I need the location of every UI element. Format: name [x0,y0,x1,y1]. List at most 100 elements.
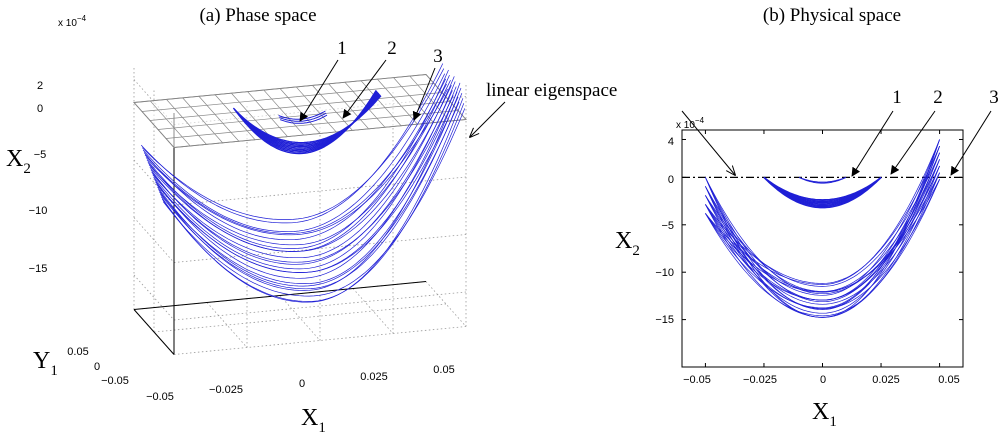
panel-b-ticks [682,130,963,367]
panel-b-y-tick: 0 [668,174,674,186]
panel-a-curve-3 [159,87,462,284]
panel-a-y-tick: 0 [94,361,100,373]
panel-a: (a) Phase space x 10−4 2 0 −5 −10 −15 0.… [6,5,617,436]
panel-b-exponent: x 10−4 [676,116,705,131]
panel-a-curves [140,63,466,303]
panel-a-plane-line [182,97,223,144]
panel-a-z-tick: 2 [37,80,43,92]
panel-b-curve-label-2: 2 [933,87,943,108]
panel-a-plane-line [360,80,402,126]
panel-a-plane-line [312,85,353,131]
panel-b-arrow-3 [950,110,992,176]
panel-a-plane-line [133,102,175,148]
panel-a-z-tick: −10 [29,205,48,217]
panel-a-curve-1 [280,114,328,124]
panel-a-title: (a) Phase space [199,5,316,26]
panel-a-z-tick: 0 [37,103,43,115]
panel-a-plane-line [344,82,386,128]
panel-a-curve-3 [160,92,463,290]
panel-a-y-tick: −0.05 [101,375,129,387]
panel-b-eigenspace-arrow [681,110,735,175]
panel-b: (b) Physical space x 10−4 4 0 −5 −10 −15… [615,5,999,430]
eigenspace-label: linear eigenspace [486,80,617,101]
panel-a-curve-3 [153,81,456,270]
panel-a-plane-line [165,110,459,139]
panel-a-curve-3 [140,63,444,224]
panel-b-curve-3 [705,172,940,305]
panel-b-curve-3 [705,139,940,285]
panel-b-plot-frame [681,129,964,368]
panel-a-z-tick: −15 [29,263,48,275]
panel-a-arrow-3 [412,67,436,121]
panel-a-exponent: x 10−4 [58,14,87,29]
panel-a-x-tick: 0.025 [360,371,388,383]
panel-a-curve-3 [152,76,455,259]
panel-a-plane-line [214,94,256,140]
panel-b-arrow-2 [890,110,936,175]
panel-a-y-label: Y1 [33,348,58,379]
panel-b-x-label: X1 [812,399,837,430]
panel-b-curve-2 [763,176,882,201]
panel-a-plane-line [198,96,240,142]
panel-b-x-tick: −0.025 [743,374,777,386]
panel-a-plane-line [133,74,427,103]
panel-a-axes [133,113,427,355]
panel-b-x-tick: −0.05 [683,374,711,386]
panel-a-curve-3 [144,83,447,234]
panel-b-curve-3 [705,139,940,296]
panel-a-curve-3 [145,88,448,236]
panel-b-curve-3 [705,145,940,309]
panel-a-x-axis-line [133,281,427,310]
panel-b-curves [705,139,940,318]
panel-a-z-label: X2 [6,146,31,177]
panel-a-curve-3 [150,90,453,265]
panel-a-plane-line [149,92,443,121]
panel-a-plane-line [263,89,305,136]
panel-a-curve-2 [237,95,382,144]
panel-b-y-tick: 4 [668,136,674,148]
panel-a-curve-label-2: 2 [387,38,397,59]
panel-a-plane-line [377,78,418,125]
panel-a-x-tick: 0 [299,378,305,390]
panel-a-plane-line [295,86,337,133]
panel-a-curve-3 [156,96,459,273]
panel-a-plane-line [328,83,369,130]
panel-a-grid-line [173,326,467,355]
panel-a-plane-line [231,92,272,139]
panel-a-y-tick: 0.05 [67,346,88,358]
panel-a-curve-3 [148,80,451,246]
panel-a-arrow-1 [299,59,339,122]
panel-b-curve-1 [798,176,847,183]
panel-a-grid-line [153,303,447,333]
panel-b-x-tick: 0.025 [872,374,900,386]
panel-a-plane-line [409,75,451,122]
panel-b-x-tick: 0 [820,374,826,386]
panel-a-plane-line [279,88,321,134]
panel-b-curve-3 [705,179,940,293]
panel-a-curve-label-3: 3 [433,46,443,67]
panel-b-curve-3 [705,139,940,310]
panel-a-curve-3 [149,85,452,252]
panel-b-curve-3 [705,152,940,309]
panel-b-y-label: X2 [615,228,640,259]
panel-a-plane-line [141,83,435,112]
panel-a-grid-line [133,274,175,321]
panel-b-curve-3 [705,179,940,317]
panel-a-curve-3 [141,68,445,220]
panel-b-curve-3 [705,159,940,314]
panel-a-curve-3 [162,108,466,297]
panel-b-y-tick: −10 [655,267,674,279]
panel-a-arrow-2 [342,59,387,119]
panel-a-x-tick: −0.025 [209,384,243,396]
panel-a-x-label: X1 [301,405,326,436]
panel-b-arrow-1 [851,110,894,177]
panel-b-x-tick: 0.05 [938,374,959,386]
panel-a-plane-line [149,100,191,147]
panel-b-title: (b) Physical space [763,5,901,26]
panel-a-curve-3 [142,73,446,233]
panel-b-curve-3 [705,139,940,318]
panel-b-curve-3 [705,165,940,301]
panel-a-x-tick: −0.05 [146,391,174,403]
panel-b-curve-1 [798,176,847,184]
